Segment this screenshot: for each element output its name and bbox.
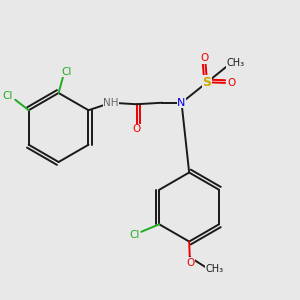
Text: O: O bbox=[227, 78, 235, 88]
Text: O: O bbox=[133, 124, 141, 134]
Text: Cl: Cl bbox=[130, 230, 140, 240]
Text: NH: NH bbox=[103, 98, 119, 108]
Text: O: O bbox=[186, 258, 194, 268]
Text: CH₃: CH₃ bbox=[205, 264, 224, 274]
Text: Cl: Cl bbox=[61, 67, 71, 77]
Text: O: O bbox=[201, 53, 209, 63]
Text: S: S bbox=[202, 76, 211, 89]
Text: CH₃: CH₃ bbox=[226, 58, 244, 68]
Text: Cl: Cl bbox=[2, 91, 13, 101]
Text: N: N bbox=[177, 98, 186, 108]
